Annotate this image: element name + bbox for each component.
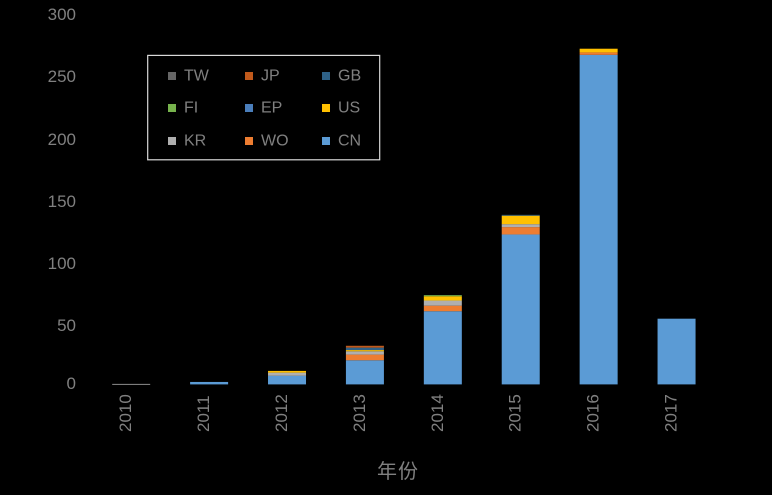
svg-text:2010: 2010 bbox=[116, 394, 135, 432]
svg-text:年份: 年份 bbox=[377, 460, 419, 483]
svg-text:2017: 2017 bbox=[662, 394, 681, 432]
svg-text:2016: 2016 bbox=[584, 394, 603, 432]
svg-text:100: 100 bbox=[48, 254, 76, 273]
svg-text:300: 300 bbox=[48, 5, 76, 24]
svg-text:2012: 2012 bbox=[272, 394, 291, 432]
svg-text:50: 50 bbox=[57, 316, 76, 335]
svg-text:200: 200 bbox=[48, 130, 76, 149]
svg-text:0: 0 bbox=[67, 374, 76, 393]
svg-text:CN: CN bbox=[338, 133, 361, 150]
svg-text:GB: GB bbox=[338, 68, 361, 85]
svg-text:JP: JP bbox=[261, 68, 280, 85]
svg-text:US: US bbox=[338, 100, 360, 117]
svg-text:2014: 2014 bbox=[428, 394, 447, 432]
svg-text:2011: 2011 bbox=[194, 395, 213, 432]
svg-text:250: 250 bbox=[48, 67, 76, 86]
svg-text:WO: WO bbox=[261, 133, 289, 150]
svg-text:2013: 2013 bbox=[350, 394, 369, 432]
svg-text:2015: 2015 bbox=[506, 394, 525, 432]
svg-text:TW: TW bbox=[184, 68, 210, 85]
svg-text:KR: KR bbox=[184, 133, 206, 150]
svg-text:150: 150 bbox=[48, 192, 76, 211]
svg-text:FI: FI bbox=[184, 100, 198, 117]
svg-text:EP: EP bbox=[261, 100, 282, 117]
